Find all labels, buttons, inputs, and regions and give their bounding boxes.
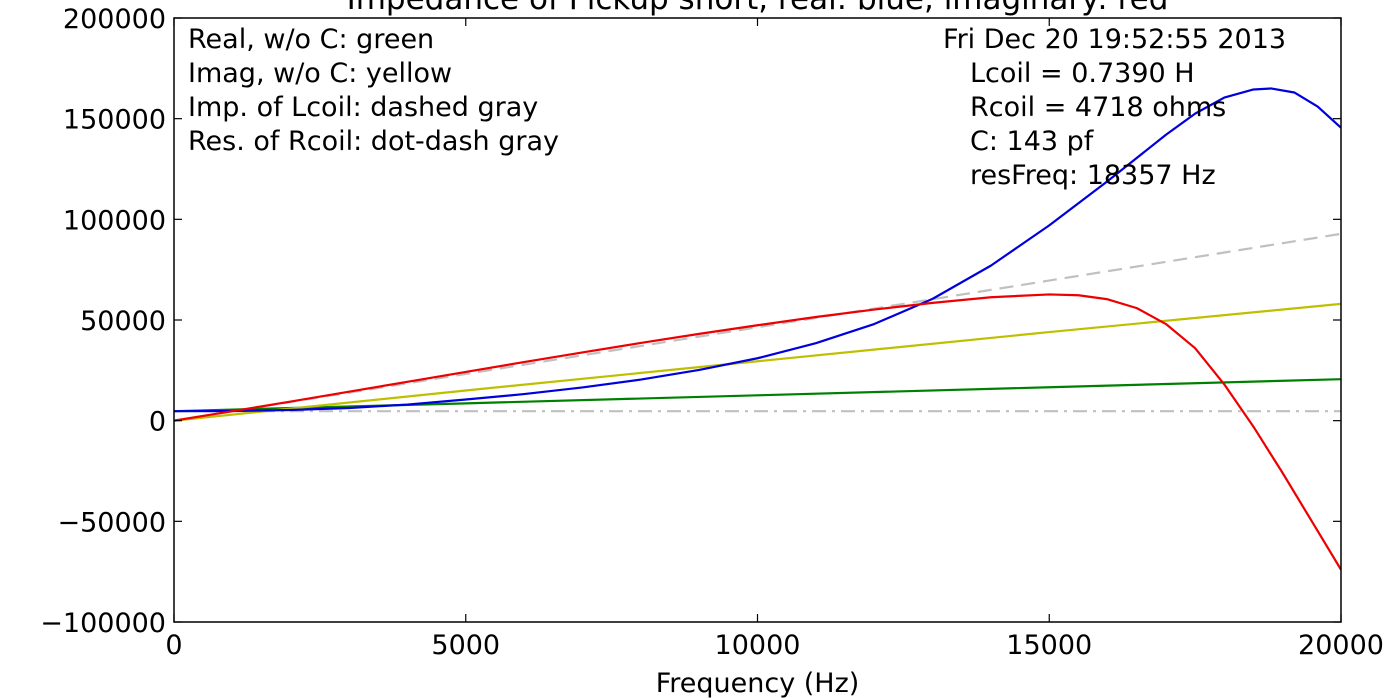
plot-lines: [174, 87, 1341, 571]
plot-frame: [173, 17, 1342, 623]
annotation-left-line: Imp. of Lcoil: dashed gray: [188, 92, 538, 123]
x-tick-label: 15000: [1006, 630, 1092, 661]
x-tick-label: 10000: [715, 630, 801, 661]
annotation-right-line: C: 143 pf: [970, 126, 1095, 157]
x-tick-label: 0: [165, 630, 182, 661]
x-tick-label: 5000: [431, 630, 500, 661]
y-tick-label: 200000: [63, 4, 166, 35]
series-line-real-no-c: [174, 378, 1341, 413]
x-axis-label: Frequency (Hz): [656, 668, 860, 698]
annotation-left-line: Real, w/o C: green: [188, 24, 434, 55]
tick-labels: 0 5000 10000 15000 20000 −100000 −50000 0 50000 1…: [40, 4, 1384, 661]
annotation-right-line: Rcoil = 4718 ohms: [970, 92, 1226, 123]
annotation-right-line: Fri Dec 20 19:52:55 2013: [943, 24, 1286, 55]
y-tick-label: 50000: [80, 306, 166, 337]
series-line-imaginary: [174, 293, 1341, 571]
y-tick-label: −100000: [40, 608, 166, 639]
y-tick-label: 0: [149, 407, 166, 438]
annotation-right-line: resFreq: 18357 Hz: [970, 160, 1216, 191]
annotation-left-line: Imag, w/o C: yellow: [188, 58, 452, 89]
y-tick-label: −50000: [57, 507, 166, 538]
annotation-right-line: Lcoil = 0.7390 H: [970, 58, 1195, 89]
y-tick-label: 100000: [63, 205, 166, 236]
series-line-real: [174, 87, 1341, 413]
x-tick-label: 20000: [1298, 630, 1384, 661]
chart-title: Impedance of Pickup short, real: blue, i…: [347, 0, 1169, 17]
series-line-imag-no-c: [174, 302, 1341, 422]
annotation-left-line: Res. of Rcoil: dot-dash gray: [188, 126, 559, 157]
y-tick-label: 150000: [63, 105, 166, 136]
